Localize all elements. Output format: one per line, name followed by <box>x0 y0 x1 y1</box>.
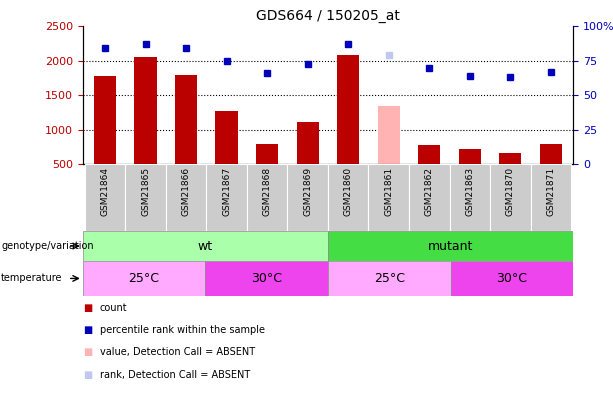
Bar <box>125 164 166 231</box>
Text: GSM21862: GSM21862 <box>425 167 434 216</box>
Bar <box>207 164 247 231</box>
Bar <box>328 164 368 231</box>
Bar <box>531 164 571 231</box>
Bar <box>449 164 490 231</box>
Bar <box>459 149 481 164</box>
Text: GSM21867: GSM21867 <box>222 167 231 217</box>
Bar <box>83 231 328 261</box>
Text: GSM21861: GSM21861 <box>384 167 394 217</box>
Bar <box>539 144 562 164</box>
Text: percentile rank within the sample: percentile rank within the sample <box>100 325 265 335</box>
Text: GSM21865: GSM21865 <box>141 167 150 217</box>
Bar <box>409 164 449 231</box>
Text: ■: ■ <box>83 370 92 379</box>
Bar <box>297 122 319 164</box>
Text: ■: ■ <box>83 325 92 335</box>
Bar <box>205 261 328 296</box>
Text: 25°C: 25°C <box>129 272 159 285</box>
Bar <box>85 164 125 231</box>
Bar <box>499 153 522 164</box>
Text: ■: ■ <box>83 347 92 357</box>
Text: GSM21870: GSM21870 <box>506 167 515 217</box>
Bar <box>337 55 359 164</box>
Text: 25°C: 25°C <box>374 272 405 285</box>
Bar <box>328 231 573 261</box>
Text: value, Detection Call = ABSENT: value, Detection Call = ABSENT <box>100 347 255 357</box>
Bar <box>490 164 531 231</box>
Bar <box>256 144 278 164</box>
Text: GSM21869: GSM21869 <box>303 167 312 217</box>
Text: 30°C: 30°C <box>497 272 527 285</box>
Bar <box>83 261 205 296</box>
Text: GSM21871: GSM21871 <box>546 167 555 217</box>
Bar <box>94 76 116 164</box>
Text: mutant: mutant <box>428 239 473 253</box>
Bar <box>418 145 440 164</box>
Title: GDS664 / 150205_at: GDS664 / 150205_at <box>256 9 400 23</box>
Bar <box>287 164 328 231</box>
Bar <box>216 111 238 164</box>
Bar <box>451 261 573 296</box>
Bar <box>166 164 207 231</box>
Text: GSM21866: GSM21866 <box>181 167 191 217</box>
Bar <box>134 57 157 164</box>
Text: temperature: temperature <box>1 273 63 283</box>
Text: wt: wt <box>198 239 213 253</box>
Text: count: count <box>100 303 128 313</box>
Text: GSM21868: GSM21868 <box>262 167 272 217</box>
Bar <box>368 164 409 231</box>
Bar <box>328 261 451 296</box>
Text: GSM21860: GSM21860 <box>344 167 352 217</box>
Text: GSM21863: GSM21863 <box>465 167 474 217</box>
Text: genotype/variation: genotype/variation <box>1 241 94 251</box>
Bar <box>378 106 400 164</box>
Bar <box>175 75 197 164</box>
Text: rank, Detection Call = ABSENT: rank, Detection Call = ABSENT <box>100 370 250 379</box>
Bar <box>247 164 287 231</box>
Text: ■: ■ <box>83 303 92 313</box>
Text: 30°C: 30°C <box>251 272 282 285</box>
Text: GSM21864: GSM21864 <box>101 167 110 216</box>
